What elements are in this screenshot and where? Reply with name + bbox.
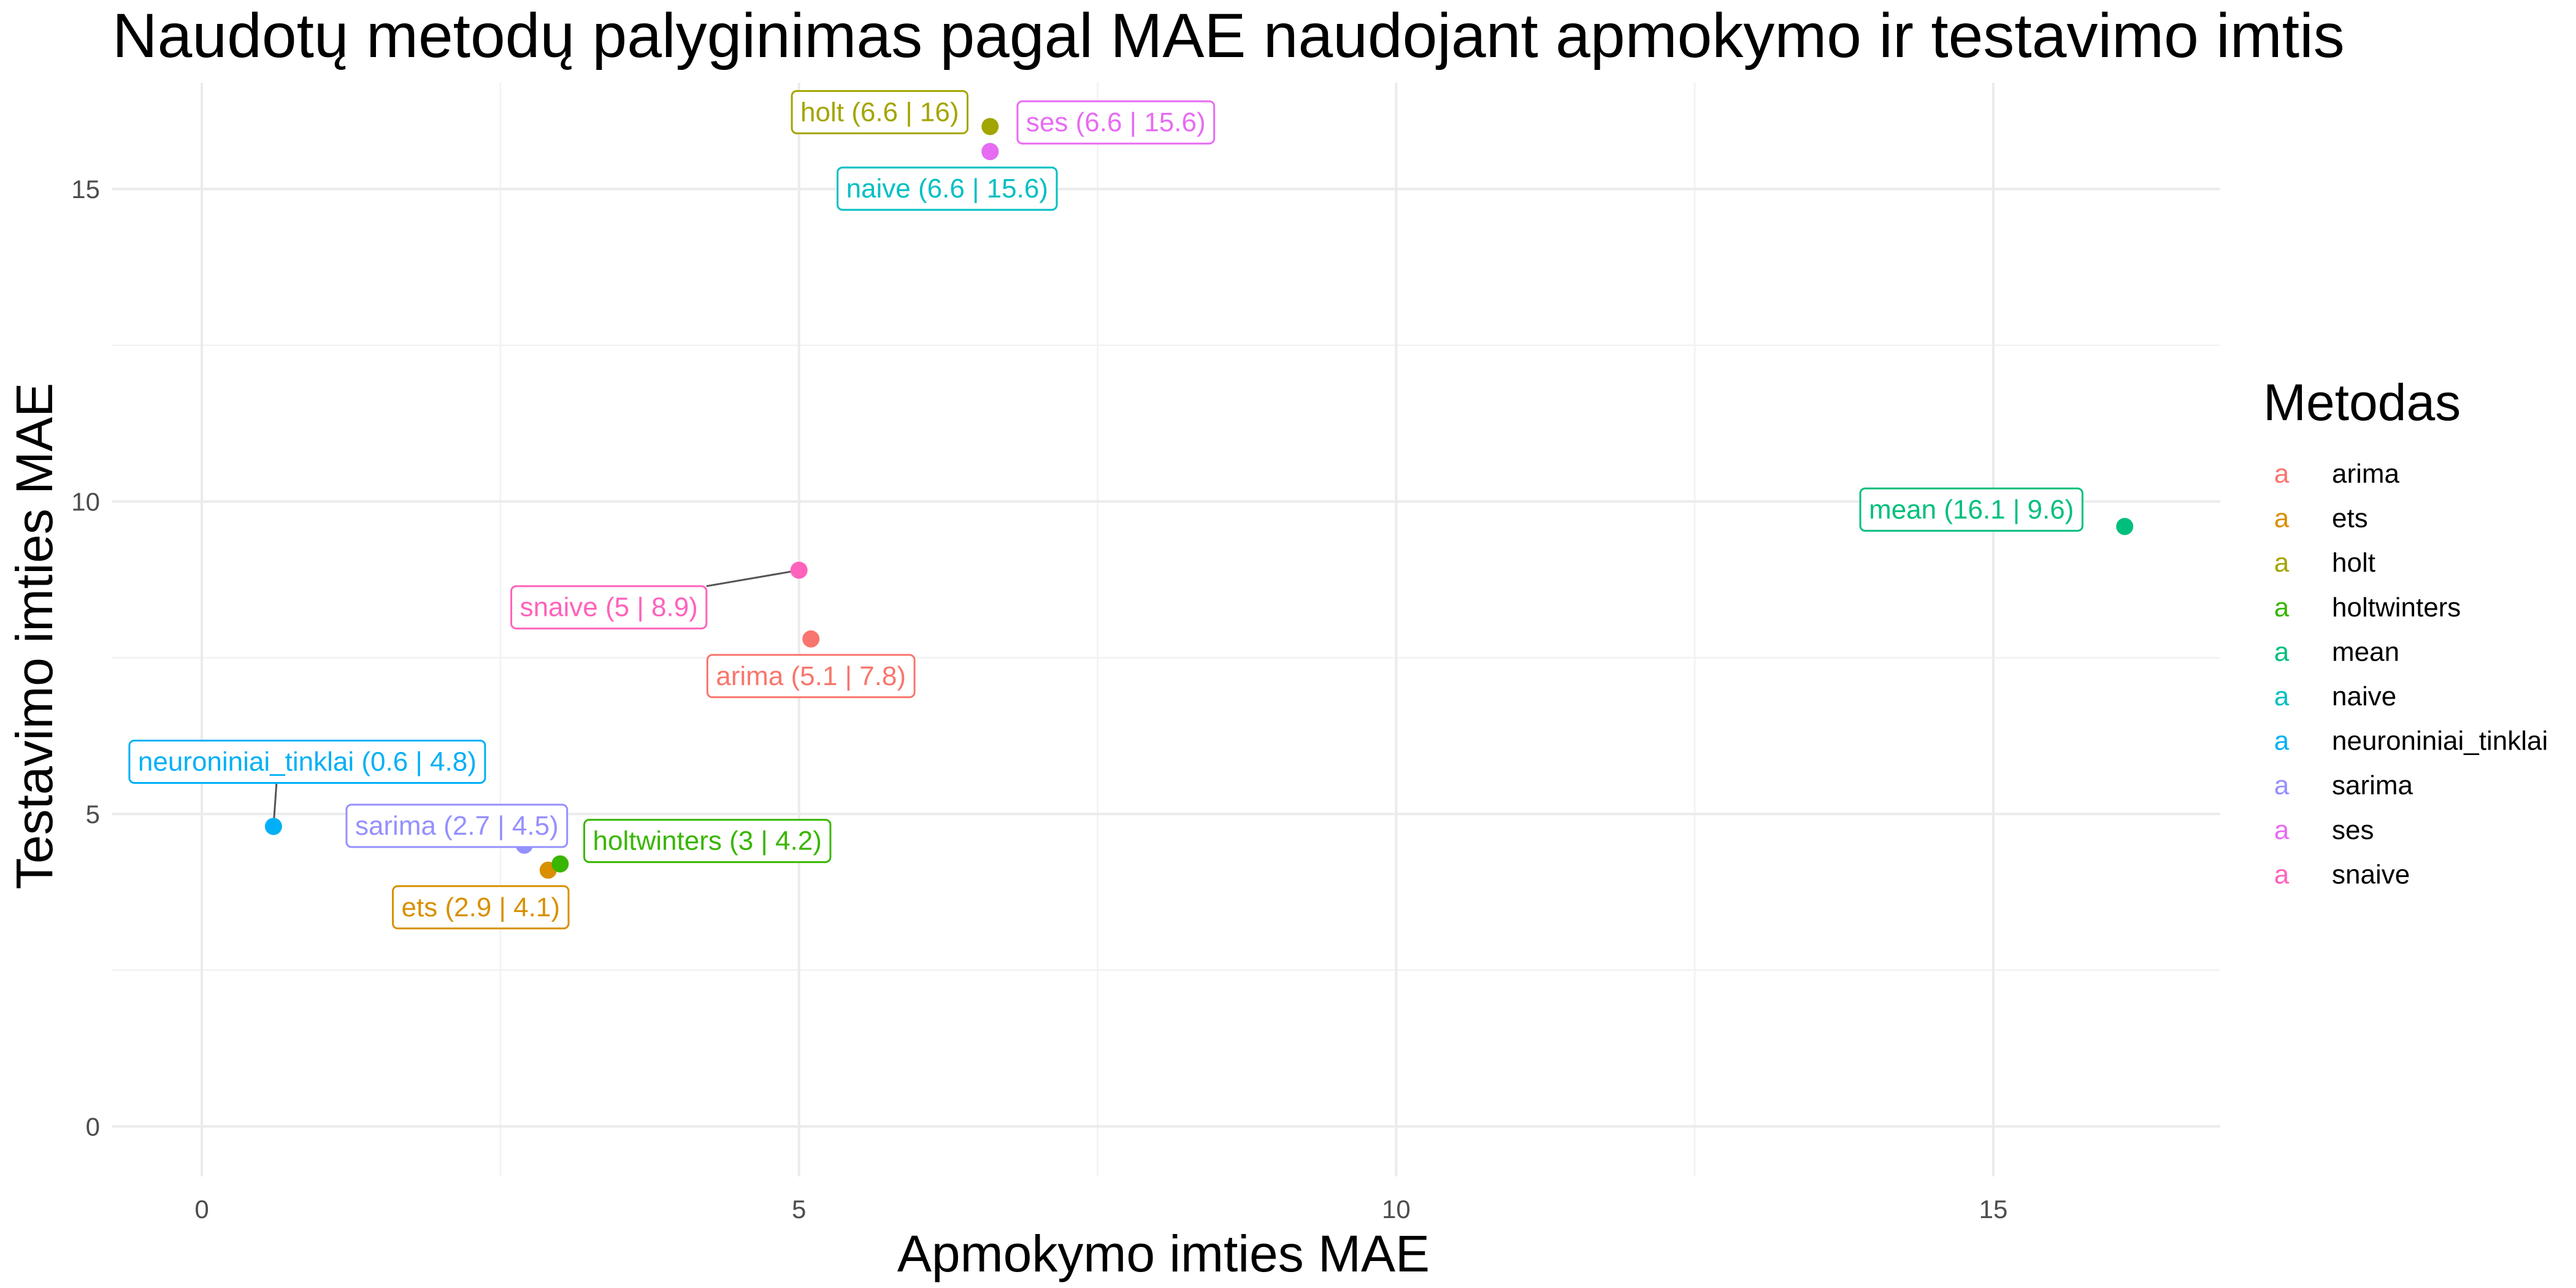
point-label-text: holt (6.6 | 16) [800, 97, 959, 127]
legend-label-neuroniniai_tinklai: neuroniniai_tinklai [2332, 726, 2548, 756]
point-label-text: holtwinters (3 | 4.2) [593, 826, 822, 856]
legend-key-neuroniniai_tinklai: a [2274, 726, 2290, 756]
legend-key-arima: a [2274, 459, 2290, 489]
legend-key-sarima: a [2274, 770, 2290, 800]
point-label-box [128, 739, 486, 784]
point-label-snaive: snaive (5 | 8.9) [510, 585, 708, 630]
point-label-ses: ses (6.6 | 15.6) [1016, 100, 1216, 145]
point-label-text: arima (5.1 | 7.8) [716, 661, 906, 691]
legend-label-ses: ses [2332, 815, 2374, 845]
legend-key-holtwinters: a [2274, 592, 2290, 623]
legend-key-ets: a [2274, 504, 2290, 534]
x-tick-label: 15 [1979, 1195, 2008, 1224]
point-label-box [706, 654, 916, 699]
point-label-arima: arima (5.1 | 7.8) [706, 654, 916, 699]
legend-label-mean: mean [2332, 637, 2399, 667]
point-label-ets: ets (2.9 | 4.1) [392, 885, 570, 930]
legend-key-naive: a [2274, 681, 2290, 711]
point-label-box [1859, 487, 2083, 532]
point-label-text: ets (2.9 | 4.1) [402, 892, 560, 922]
y-tick-label: 10 [71, 488, 100, 516]
point-label-holt: holt (6.6 | 16) [791, 90, 969, 134]
legend-label-holtwinters: holtwinters [2332, 592, 2461, 623]
point-label-text: snaive (5 | 8.9) [520, 592, 698, 623]
legend-items: a arima a ets a holt a holtwinters a mean a naive a n… [2274, 459, 2548, 889]
data-point-neuroniniai_tinklai [264, 818, 282, 835]
data-point-snaive [790, 561, 808, 579]
point-label-text: sarima (2.7 | 4.5) [355, 811, 559, 841]
y-tick-label: 15 [71, 175, 100, 204]
y-axis-title: Testavimo imties MAE [6, 383, 63, 889]
point-label-box [392, 885, 570, 930]
point-label-box [1016, 100, 1216, 145]
point-label-text: mean (16.1 | 9.6) [1869, 494, 2074, 524]
point-label-text: ses (6.6 | 15.6) [1026, 107, 1206, 137]
point-label-box [791, 90, 969, 134]
data-point-mean [2116, 518, 2134, 535]
x-tick-label: 5 [792, 1195, 806, 1224]
point-label-text: neuroniniai_tinklai (0.6 | 4.8) [138, 746, 477, 776]
y-tick-label: 5 [86, 800, 100, 829]
x-axis-title: Apmokymo imties MAE [897, 1225, 1430, 1282]
leader-line [706, 569, 799, 588]
x-tick-label: 0 [194, 1195, 209, 1224]
data-point-ses [981, 143, 999, 161]
legend-label-arima: arima [2332, 459, 2400, 489]
legend-label-ets: ets [2332, 504, 2368, 534]
legend-label-snaive: snaive [2332, 859, 2410, 889]
y-tick-label: 0 [86, 1112, 100, 1141]
legend-key-holt: a [2274, 548, 2290, 578]
chart-title: Naudotų metodų palyginimas pagal MAE nau… [112, 1, 2345, 71]
tick-layer: 0 5 10 15 0 5 10 15 [71, 175, 2007, 1224]
point-label-neuroniniai_tinklai: neuroniniai_tinklai (0.6 | 4.8) [128, 739, 486, 784]
point-label-mean: mean (16.1 | 9.6) [1859, 487, 2083, 532]
point-label-naive: naive (6.6 | 15.6) [837, 166, 1058, 211]
point-label-box [345, 803, 569, 848]
legend-key-snaive: a [2274, 859, 2290, 889]
point-label-box [837, 166, 1058, 211]
legend-label-sarima: sarima [2332, 770, 2413, 800]
legend-title: Metodas [2263, 374, 2461, 431]
legend-label-holt: holt [2332, 548, 2375, 578]
x-tick-label: 10 [1382, 1195, 1411, 1224]
data-point-arima [802, 630, 820, 648]
point-label-sarima: sarima (2.7 | 4.5) [345, 803, 569, 848]
data-point-holtwinters [551, 855, 569, 873]
legend: Metodas a arima a ets a holt a holtwinters a mean… [2263, 374, 2548, 889]
point-label-box [510, 585, 708, 630]
point-label-holtwinters: holtwinters (3 | 4.2) [583, 819, 832, 864]
legend-key-mean: a [2274, 637, 2290, 667]
point-label-box [583, 819, 832, 864]
legend-key-ses: a [2274, 815, 2290, 845]
point-label-text: naive (6.6 | 15.6) [846, 174, 1048, 204]
data-point-holt [981, 118, 999, 136]
label-layer: arima (5.1 | 7.8) ets (2.9 | 4.1) holt (6.… [128, 90, 2083, 930]
legend-label-naive: naive [2332, 681, 2396, 711]
